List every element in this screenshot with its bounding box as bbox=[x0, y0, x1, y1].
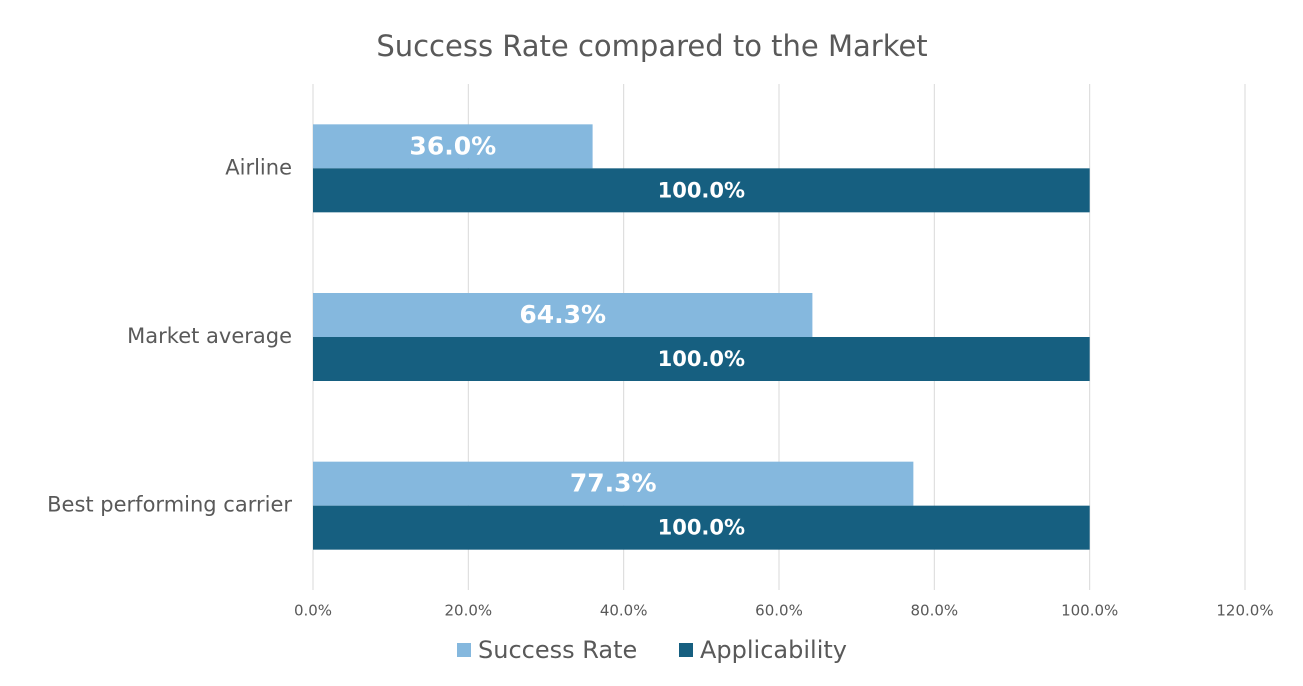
legend-swatch bbox=[679, 643, 693, 657]
value-label: 77.3% bbox=[570, 469, 657, 498]
x-tick-label: 40.0% bbox=[600, 602, 648, 620]
value-label: 100.0% bbox=[658, 347, 745, 371]
x-tick-label: 0.0% bbox=[294, 602, 332, 620]
bar bbox=[313, 505, 1090, 550]
y-tick-label: Market average bbox=[127, 324, 292, 348]
value-label: 100.0% bbox=[658, 178, 745, 202]
x-tick-label: 80.0% bbox=[911, 602, 959, 620]
x-tick-label: 120.0% bbox=[1216, 602, 1273, 620]
legend-swatch bbox=[457, 643, 471, 657]
x-tick-label: 100.0% bbox=[1061, 602, 1118, 620]
y-tick-label: Best performing carrier bbox=[47, 493, 292, 517]
value-label: 100.0% bbox=[658, 516, 745, 540]
value-label: 36.0% bbox=[409, 131, 496, 160]
bar bbox=[313, 168, 1090, 213]
x-tick-label: 20.0% bbox=[445, 602, 493, 620]
chart-title: Success Rate compared to the Market bbox=[376, 29, 927, 63]
bar bbox=[313, 337, 1090, 381]
bar bbox=[313, 124, 593, 169]
x-tick-label: 60.0% bbox=[755, 602, 803, 620]
legend-label: Success Rate bbox=[478, 636, 637, 664]
y-tick-label: Airline bbox=[225, 155, 292, 179]
legend-label: Applicability bbox=[700, 636, 847, 664]
bar bbox=[313, 293, 813, 337]
bar bbox=[313, 461, 914, 506]
value-label: 64.3% bbox=[519, 300, 606, 329]
